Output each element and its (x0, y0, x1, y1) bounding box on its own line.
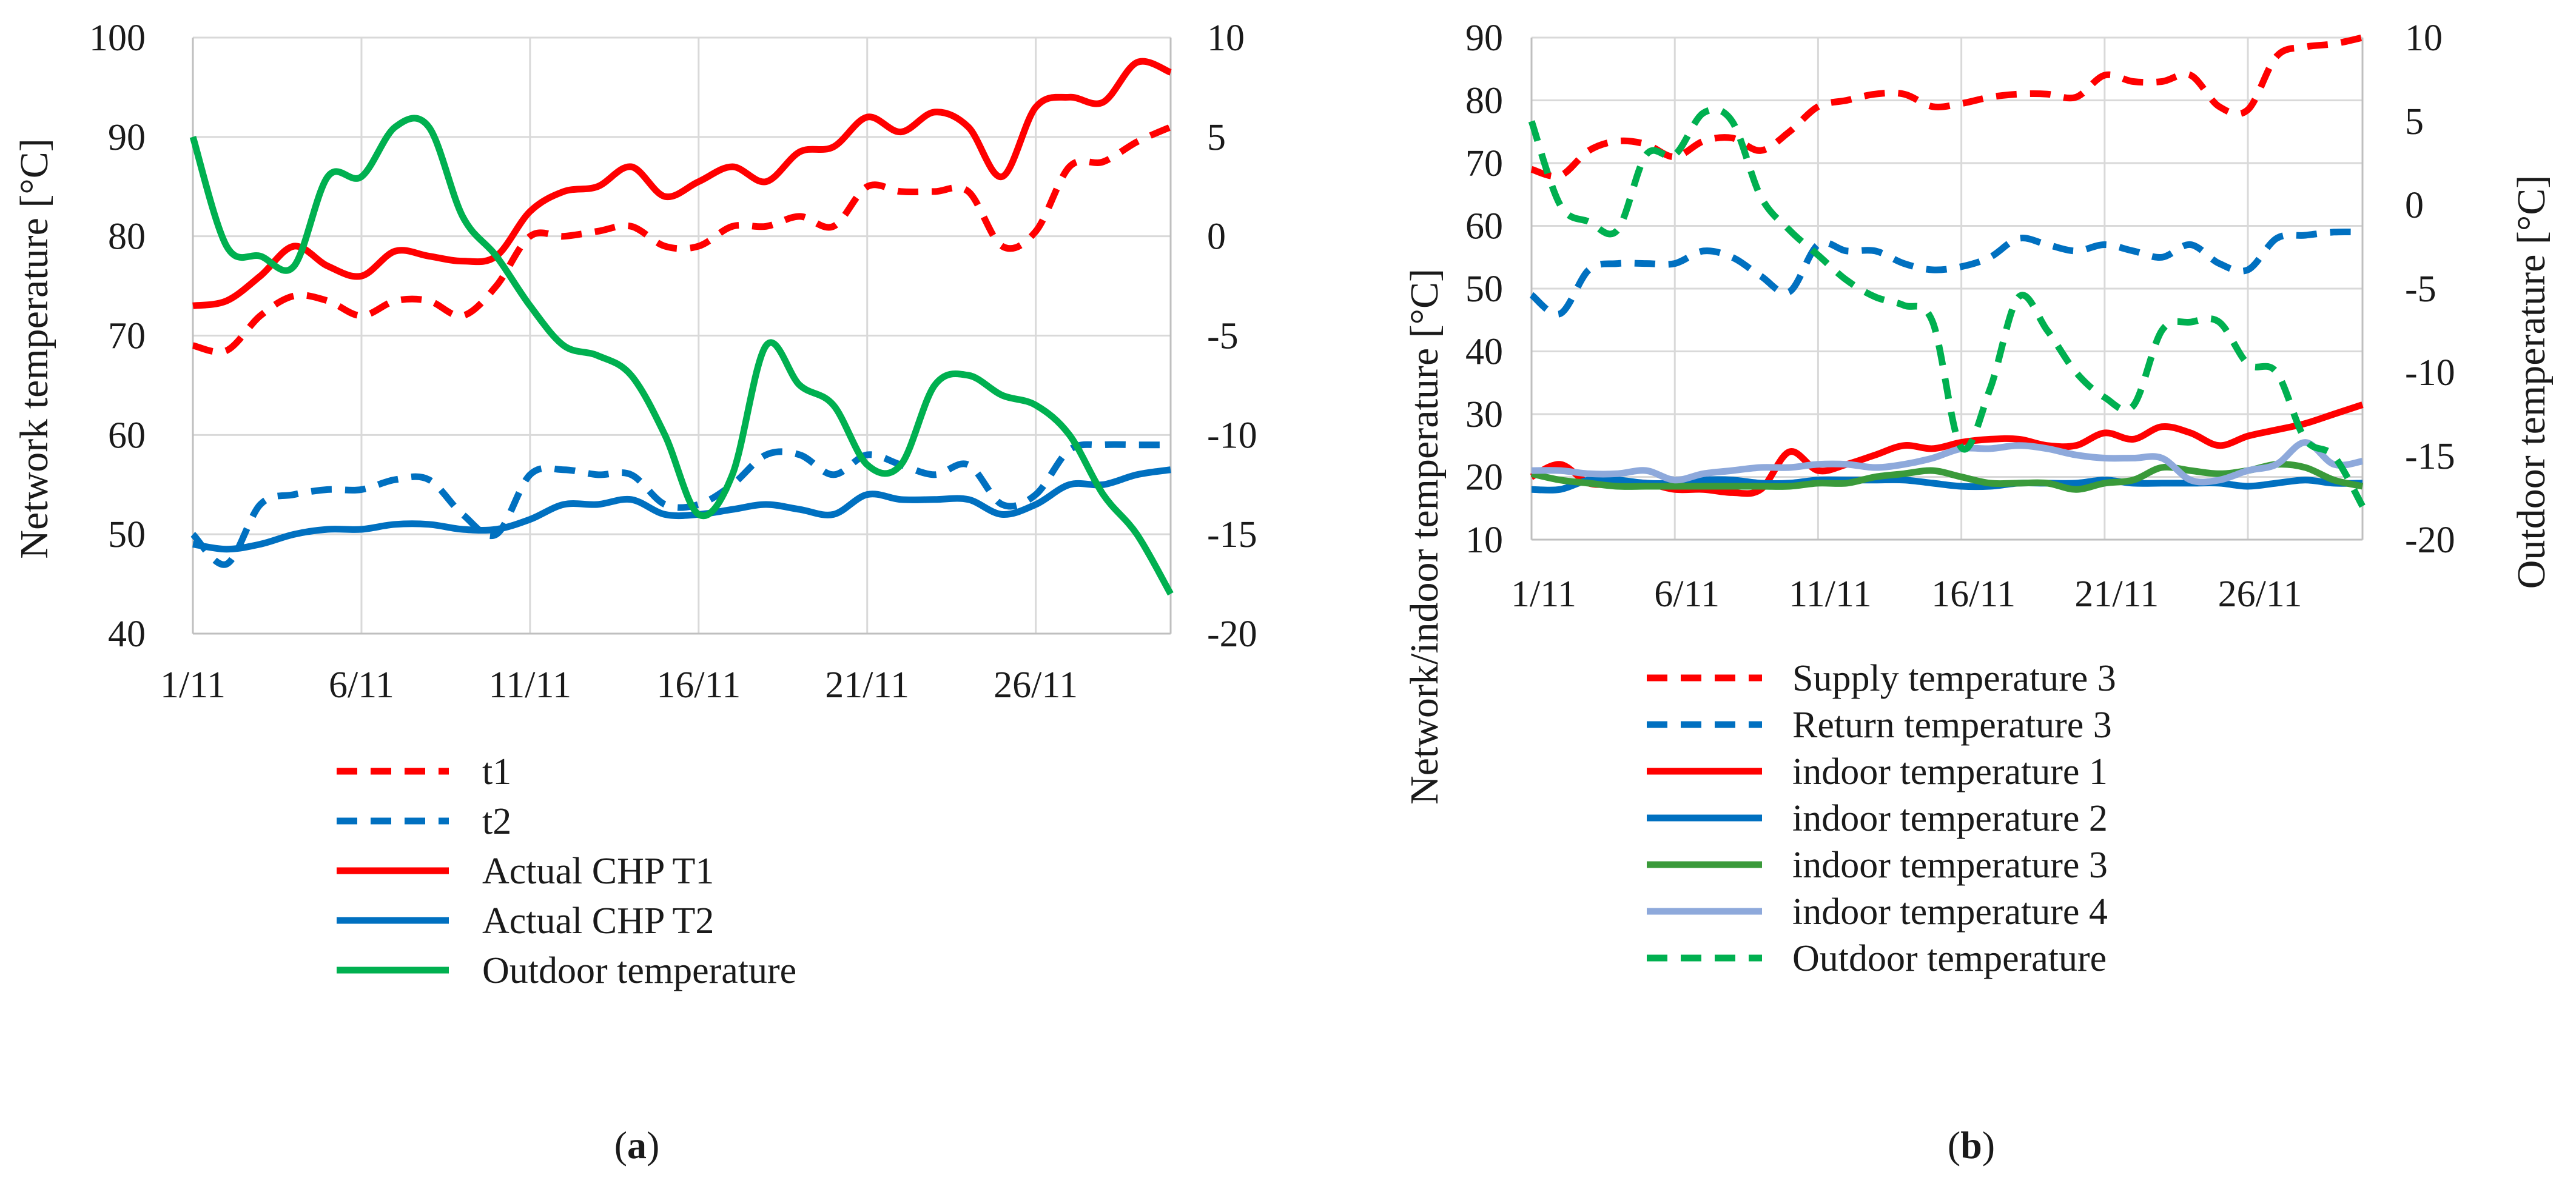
panel-b-series-indoor-temperature-4-line (1531, 439, 2364, 486)
panel-b-left-tick-label: 90 (1465, 18, 1503, 59)
panel-a-gridlines (192, 36, 1172, 635)
panel-a-x-tick-label: 6/11 (329, 665, 394, 706)
panel-b-x-tick-label: 1/11 (1511, 574, 1576, 615)
panel-a-right-tick-label: 0 (1207, 216, 1226, 258)
panel-a-legend-label: Actual CHP T2 (482, 900, 714, 942)
panel-b-legend-label: indoor temperature 2 (1792, 798, 2108, 839)
panel-a-x-tick-label: 21/11 (825, 665, 909, 706)
panel-a-left-tick-label: 100 (89, 18, 146, 59)
panel-b-right-tick-label: 5 (2405, 101, 2424, 142)
panel-a-legend-label: Actual CHP T1 (482, 851, 714, 892)
panel-b-legend-label: indoor temperature 1 (1792, 751, 2108, 792)
panel-a-left-tick-label: 80 (108, 216, 146, 258)
panel-b-legend-label: indoor temperature 4 (1792, 891, 2108, 933)
panel-a-left-tick-label: 40 (108, 614, 146, 655)
panel-a-left-tick-label: 50 (108, 514, 146, 555)
panel-b-series-indoor-temperature-3-line (1530, 461, 2364, 493)
panel-b-legend-label: indoor temperature 3 (1792, 845, 2108, 886)
panel-b-x-tick-label: 11/11 (1789, 574, 1872, 615)
panel-a-series-actual-chp-t1-line (192, 58, 1172, 309)
panel-a-left-tick-label: 60 (108, 415, 146, 456)
panel-b-left-tick-label: 10 (1465, 520, 1503, 561)
panel-b-legend-label: Return temperature 3 (1792, 705, 2112, 746)
panel-a-right-tick-label: -15 (1207, 514, 1257, 555)
panel-b-legend-label: Supply temperature 3 (1792, 658, 2116, 699)
panel-b-left-tick-label: 60 (1465, 206, 1503, 247)
panel-a-right-tick-label: 5 (1207, 117, 1226, 158)
panel-a-series-actual-chp-t2-line (192, 466, 1171, 553)
panel-b-legend: Supply temperature 3 Return temperature 3… (1647, 658, 2116, 979)
panel-a-right-tick-label: -10 (1207, 415, 1257, 456)
panel-a-series-t1-line (192, 124, 1172, 355)
panel-a-right-tick-label: -5 (1207, 316, 1239, 357)
panel-b-series-supply-temperature-3-line (1530, 34, 2364, 180)
panel-a-right-tick-label: -20 (1207, 614, 1257, 655)
panel-b-caption: (b) (1948, 1124, 1995, 1167)
panel-b-left-tick-label: 80 (1465, 81, 1503, 122)
panel-a-series (189, 58, 1174, 596)
panel-a: 40 50 60 70 80 90 100 -20 -15 -10 -5 0 5 10 1/11 6/11 11… (12, 18, 1257, 1167)
panel-a-series-outdoor-temperature-line (189, 115, 1174, 596)
panel-b-legend-label: Outdoor temperature (1792, 938, 2107, 979)
panel-a-x-tick-label: 26/11 (994, 665, 1078, 706)
panel-b-right-axis-title: Outdoor temperature [°C] (2509, 175, 2554, 589)
panel-a-legend-label: Outdoor temperature (482, 950, 796, 991)
panel-a-legend-label: t2 (482, 801, 511, 842)
panel-a-left-tick-label: 70 (108, 316, 146, 357)
panel-b-y-axis-title: Network/indoor temperature [°C] (1402, 269, 1447, 805)
panel-a-series-t2-line (190, 441, 1171, 568)
panel-b-right-tick-label: -20 (2405, 520, 2455, 561)
panel-b-x-tick-label: 21/11 (2074, 574, 2159, 615)
panel-b-series-outdoor-temperature-line (1528, 106, 2366, 508)
panel-a-x-tick-label: 1/11 (160, 665, 226, 706)
panel-a-legend: t1 t2 Actual CHP T1 Actual CHP T2 Outdoor te… (337, 751, 796, 991)
panel-b-gridlines (1530, 36, 2364, 541)
panel-a-right-tick-label: 10 (1207, 18, 1245, 59)
panel-a-left-tick-label: 90 (108, 117, 146, 158)
panel-b-left-tick-label: 70 (1465, 143, 1503, 184)
panel-a-x-tick-label: 16/11 (656, 665, 741, 706)
panel-b-x-tick-label: 6/11 (1654, 574, 1720, 615)
panel-a-x-tick-label: 11/11 (489, 665, 572, 706)
panel-a-y-axis-title: Network temperature [°C] (12, 138, 56, 558)
panel-a-tick-labels: 40 50 60 70 80 90 100 -20 -15 -10 -5 0 5 10 1/11 6/11 11… (89, 18, 1257, 706)
panel-b-right-tick-label: -10 (2405, 352, 2455, 394)
panel-a-legend-label: t1 (482, 751, 511, 792)
panel-b-right-tick-label: -5 (2405, 269, 2436, 310)
panel-b-right-tick-label: 0 (2405, 185, 2424, 226)
panel-b-x-tick-label: 16/11 (1931, 574, 2016, 615)
panel-b-series (1528, 34, 2366, 508)
panel-b-left-tick-label: 30 (1465, 394, 1503, 435)
panel-b-x-tick-label: 26/11 (2218, 574, 2302, 615)
panel-b-right-tick-label: -15 (2405, 436, 2455, 477)
panel-a-caption: (a) (614, 1124, 660, 1167)
panel-b-left-tick-label: 40 (1465, 332, 1503, 373)
panel-b-series-return-temperature-3-line (1529, 228, 2363, 318)
panel-b-left-tick-label: 50 (1465, 269, 1503, 310)
panel-b-left-tick-label: 20 (1465, 457, 1503, 498)
panel-b-right-tick-label: 10 (2405, 18, 2443, 59)
